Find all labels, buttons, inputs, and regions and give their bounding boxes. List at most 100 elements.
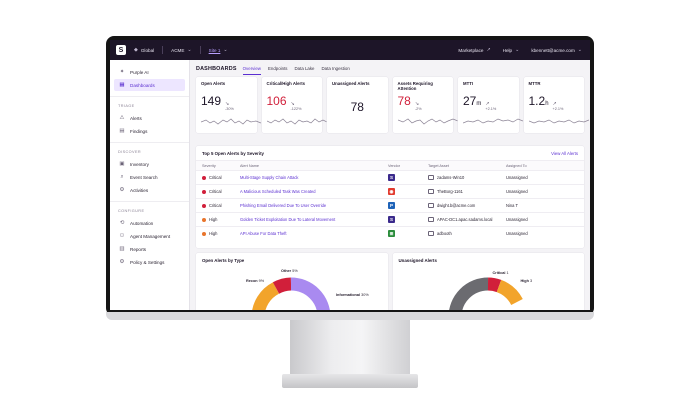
severity-label: High bbox=[209, 231, 218, 236]
help-menu[interactable]: Help ⌄ bbox=[503, 47, 520, 53]
kpi-card-mtti[interactable]: MTTI 27m ↗ +2.1% bbox=[458, 77, 523, 133]
column-header[interactable]: Alert Name bbox=[240, 163, 259, 168]
chevron-down-icon: ⌄ bbox=[223, 47, 228, 53]
table-row[interactable]: Critical Phishing Email Delivered Due To… bbox=[196, 198, 584, 212]
kpi-label: Open Alerts bbox=[201, 81, 226, 86]
donut-segment-critical[interactable] bbox=[487, 277, 501, 293]
sidebar-item-reports[interactable]: ▥ Reports bbox=[114, 243, 185, 255]
sparkle-icon: ✦ bbox=[119, 69, 125, 75]
sidebar-item-label: Policy & Settings bbox=[130, 259, 165, 265]
tab-endpoints[interactable]: Endpoints bbox=[267, 66, 288, 71]
server-icon bbox=[428, 217, 434, 222]
sidebar-item-alerts[interactable]: ⚠ Alerts bbox=[114, 112, 185, 124]
agent-icon: ⚇ bbox=[119, 233, 125, 239]
sidebar: ✦ Purple AI ▦ Dashboards TRIAGE ⚠ Alerts… bbox=[110, 60, 190, 310]
table-column-headers: Severity Alert Name Vendor Target Asset … bbox=[196, 160, 584, 170]
card-title: Open Alerts by Type bbox=[202, 258, 245, 263]
findings-icon: ▤ bbox=[119, 128, 125, 134]
asset-cell[interactable]: dwight.b@acme.com bbox=[428, 203, 506, 208]
kpi-label: Unassigned Alerts bbox=[332, 81, 370, 86]
trend-down-icon: ↘ bbox=[290, 101, 295, 107]
kpi-label: Critical/High Alerts bbox=[266, 81, 306, 86]
user-menu[interactable]: kbennett@acme.com ⌄ bbox=[531, 47, 582, 53]
inventory-icon: ▣ bbox=[119, 161, 125, 167]
asset-cell[interactable]: adbooth bbox=[428, 231, 506, 236]
asset-cell[interactable]: zadams-Win10 bbox=[428, 175, 506, 180]
alert-name-link[interactable]: A Malicious Scheduled Task Was Created bbox=[240, 189, 316, 194]
kpi-delta: ↗ +2.1% bbox=[553, 101, 564, 111]
sidebar-item-inventory[interactable]: ▣ Inventory bbox=[114, 158, 185, 170]
sidebar-item-purple-ai[interactable]: ✦ Purple AI bbox=[114, 66, 185, 78]
kpi-number: 27 bbox=[463, 94, 477, 108]
sidebar-section-title: TRIAGE bbox=[110, 96, 189, 111]
view-all-alerts-link[interactable]: View All Alerts bbox=[551, 151, 578, 156]
chevron-down-icon: ⌄ bbox=[515, 47, 520, 53]
kpi-delta: ↘ -30% bbox=[225, 101, 234, 111]
sidebar-item-label: Agent Management bbox=[130, 233, 171, 239]
donut-segment-remaining[interactable] bbox=[448, 277, 488, 310]
sidebar-item-label: Findings bbox=[130, 128, 148, 134]
sidebar-item-findings[interactable]: ▤ Findings bbox=[114, 125, 185, 137]
donut-segment-recon[interactable] bbox=[252, 282, 280, 310]
column-header[interactable]: Target Asset bbox=[428, 163, 449, 168]
account-selector[interactable]: ACME ⌄ bbox=[171, 47, 191, 53]
alert-name-link[interactable]: Multi-Stage Supply Chain Attack bbox=[240, 175, 299, 180]
logo[interactable]: S bbox=[116, 45, 126, 55]
sidebar-item-automation[interactable]: ⟲ Automation bbox=[114, 217, 185, 229]
bottom-cards: Open Alerts by Type Other 5% Recon 9% In… bbox=[196, 253, 584, 310]
asset-cell[interactable]: TheBorg-1161 bbox=[428, 189, 506, 194]
assignee-cell: Unassigned bbox=[506, 231, 528, 236]
computer-icon bbox=[428, 175, 434, 180]
severity-label: Critical bbox=[209, 189, 222, 194]
top-bar-right: Marketplace ↗ Help ⌄ kbennett@acme.com ⌄ bbox=[446, 47, 590, 53]
sparkline bbox=[201, 118, 261, 125]
assignee-cell: Unassigned bbox=[506, 189, 528, 194]
column-header[interactable]: Assigned To bbox=[506, 163, 527, 168]
severity-label: High bbox=[209, 217, 218, 222]
marketplace-link[interactable]: Marketplace ↗ bbox=[458, 47, 490, 53]
asset-cell[interactable]: APAC-DC1.apac.sadams.local bbox=[428, 217, 506, 222]
kpi-card-mttr[interactable]: MTTR 1.2h ↗ +2.1% bbox=[523, 77, 589, 133]
sidebar-item-activities[interactable]: ⚙ Activities bbox=[114, 184, 185, 196]
tab-data-lake[interactable]: Data Lake bbox=[294, 66, 315, 71]
kpi-delta-value: -2% bbox=[414, 107, 422, 111]
table-row[interactable]: Critical Multi-Stage Supply Chain Attack… bbox=[196, 170, 584, 184]
user-icon bbox=[428, 231, 434, 236]
trend-down-icon: ↘ bbox=[414, 101, 420, 107]
sidebar-item-agent-management[interactable]: ⚇ Agent Management bbox=[114, 230, 185, 242]
donut-segment-high[interactable] bbox=[495, 279, 523, 306]
site-selector[interactable]: Site 1 ⌄ bbox=[209, 47, 228, 53]
help-label: Help bbox=[502, 47, 513, 53]
column-header[interactable]: Severity bbox=[202, 163, 216, 168]
alert-name-link[interactable]: Golden Ticket Exploitation Due To Latera… bbox=[240, 217, 336, 222]
column-header[interactable]: Vendor bbox=[388, 163, 401, 168]
page-header: DASHBOARDS Overview Endpoints Data Lake … bbox=[190, 60, 590, 77]
table-row[interactable]: High API Abuse For Data Theft ⊞ adbooth … bbox=[196, 226, 584, 240]
monitor-screen: S ◆ Global ACME ⌄ Site 1 ⌄ Marketplace ↗ bbox=[110, 40, 590, 310]
scope-selector[interactable]: ◆ Global bbox=[134, 47, 154, 53]
kpi-value: 106 bbox=[266, 94, 287, 108]
sparkline bbox=[266, 118, 327, 125]
sidebar-item-policy-settings[interactable]: ⚙ Policy & Settings bbox=[114, 256, 185, 268]
severity-label: Critical bbox=[209, 203, 222, 208]
sidebar-item-dashboards[interactable]: ▦ Dashboards bbox=[114, 79, 185, 91]
proofpoint-vendor-icon: P bbox=[388, 202, 395, 209]
severity-cell: High bbox=[202, 217, 240, 222]
main-content: DASHBOARDS Overview Endpoints Data Lake … bbox=[190, 60, 590, 310]
alert-name-link[interactable]: API Abuse For Data Theft bbox=[240, 231, 287, 236]
kpi-card-critical-high[interactable]: Critical/High Alerts 106 ↘ -122% bbox=[261, 77, 327, 133]
table-row[interactable]: High Golden Ticket Exploitation Due To L… bbox=[196, 212, 584, 226]
sidebar-item-event-search[interactable]: ⌕ Event Search bbox=[114, 171, 185, 183]
table-row[interactable]: Critical A Malicious Scheduled Task Was … bbox=[196, 184, 584, 198]
donut-segment-other[interactable] bbox=[272, 277, 292, 294]
email-icon bbox=[428, 203, 434, 208]
kpi-card-unassigned[interactable]: Unassigned Alerts 78 bbox=[327, 77, 388, 133]
kpi-card-assets-attention[interactable]: Assets Requiring Attention 78 ↘ -2% bbox=[392, 77, 458, 133]
tab-overview[interactable]: Overview bbox=[242, 63, 261, 75]
donut-segment-informational[interactable] bbox=[290, 277, 330, 310]
falcon-vendor-icon: ◉ bbox=[388, 188, 395, 195]
alert-name-link[interactable]: Phishing Email Delivered Due To User Ove… bbox=[240, 203, 327, 208]
kpi-card-open-alerts[interactable]: Open Alerts 149 ↘ -30% bbox=[196, 77, 261, 133]
tab-data-ingestion[interactable]: Data Ingestion bbox=[321, 66, 350, 71]
open-alerts-by-type-card: Open Alerts by Type Other 5% Recon 9% In… bbox=[196, 253, 388, 310]
